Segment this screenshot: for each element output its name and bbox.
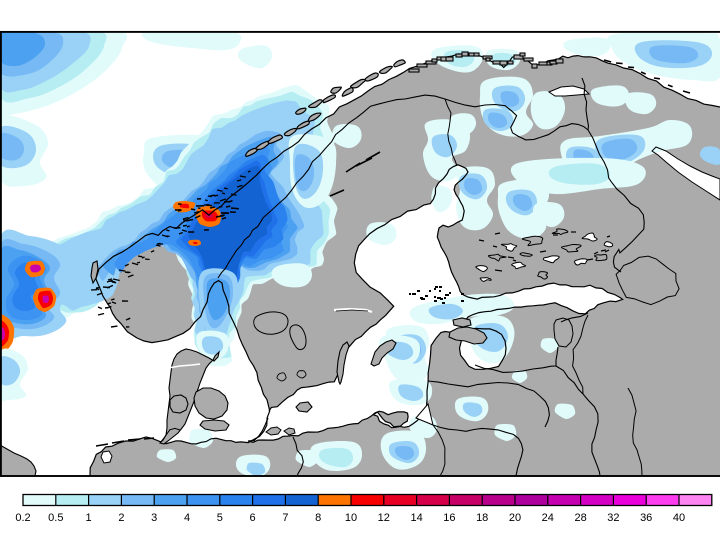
svg-text:10: 10 [345,512,357,524]
svg-text:18: 18 [476,512,488,524]
svg-text:36: 36 [640,512,652,524]
svg-text:2: 2 [118,512,124,524]
svg-text:3: 3 [151,512,157,524]
svg-text:12: 12 [378,512,390,524]
svg-text:1: 1 [86,512,92,524]
svg-text:7: 7 [282,512,288,524]
svg-text:14: 14 [410,512,422,524]
svg-text:8: 8 [315,512,321,524]
svg-text:0.5: 0.5 [48,512,63,524]
svg-text:20: 20 [509,512,521,524]
svg-text:24: 24 [542,512,554,524]
svg-text:6: 6 [250,512,256,524]
svg-text:4: 4 [184,512,190,524]
svg-text:32: 32 [607,512,619,524]
svg-text:0.2: 0.2 [15,512,30,524]
svg-text:28: 28 [574,512,586,524]
svg-text:40: 40 [673,512,685,524]
svg-text:16: 16 [443,512,455,524]
svg-text:5: 5 [217,512,223,524]
